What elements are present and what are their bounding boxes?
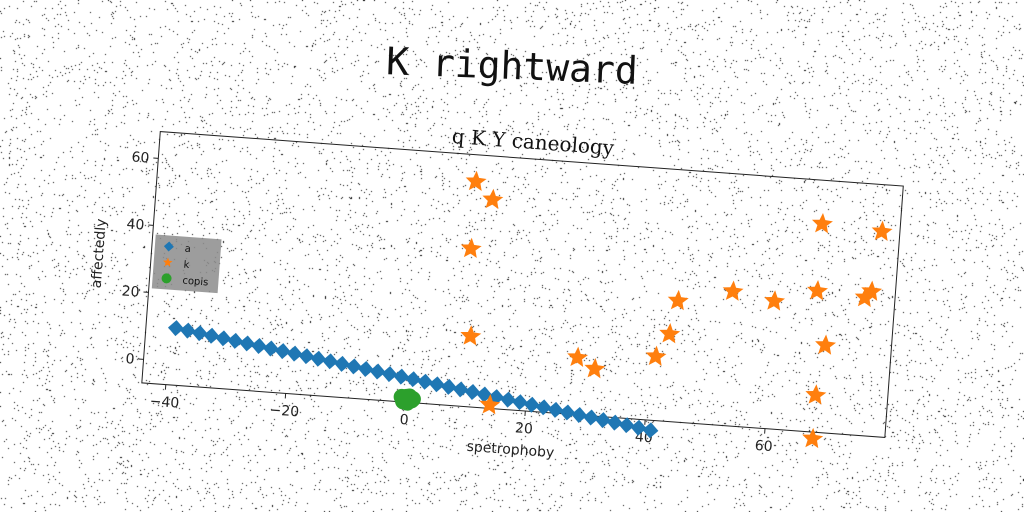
data-point-k — [807, 280, 828, 301]
data-point-a — [191, 325, 208, 342]
data-point-a — [606, 414, 623, 431]
data-point-k — [460, 237, 482, 259]
x-axis-title: spetrophoby — [466, 439, 555, 461]
data-point-a — [547, 401, 564, 418]
data-point-a — [298, 348, 315, 365]
data-point-a — [630, 419, 647, 436]
data-point-a — [405, 371, 422, 388]
data-point-k — [567, 346, 589, 367]
data-point-a — [428, 376, 445, 393]
data-point-k — [805, 384, 827, 405]
data-point-k — [815, 334, 837, 355]
data-point-a — [511, 394, 528, 411]
data-point-a — [310, 350, 327, 367]
data-point-a — [251, 338, 267, 354]
x-tick-label: 60 — [754, 438, 773, 455]
data-point-a — [203, 327, 220, 344]
data-point-a — [500, 391, 517, 408]
data-point-a — [393, 368, 410, 385]
data-point-a — [286, 345, 303, 362]
series-a — [167, 320, 659, 439]
y-tick-label: 60 — [131, 149, 150, 166]
data-point-k — [764, 290, 786, 311]
x-tick-label: 20 — [515, 420, 534, 437]
data-point-k — [811, 212, 833, 234]
y-tick-label: 0 — [125, 351, 135, 368]
data-point-a — [594, 412, 611, 429]
data-point-a — [571, 407, 588, 423]
y-axis: 0 20 40 60 — [121, 149, 159, 368]
series-copis — [393, 388, 421, 411]
data-point-k — [667, 289, 689, 311]
x-tick-label: 0 — [399, 412, 409, 429]
data-point-k — [645, 345, 667, 366]
data-point-a — [227, 332, 244, 349]
data-point-a — [239, 335, 256, 352]
data-point-a — [535, 399, 552, 416]
legend-marker-a — [163, 241, 174, 252]
y-tick-label: 40 — [126, 216, 145, 233]
data-point-k — [802, 427, 824, 449]
data-point-a — [559, 404, 576, 421]
data-point-copis — [398, 388, 415, 405]
legend-label-k: k — [183, 260, 190, 271]
data-point-k — [861, 280, 883, 301]
data-point-a — [452, 381, 469, 398]
data-point-a — [334, 355, 351, 372]
data-point-a — [618, 417, 635, 434]
data-point-a — [523, 396, 540, 413]
data-point-a — [440, 378, 457, 395]
data-point-k — [584, 358, 606, 379]
data-point-k — [659, 323, 681, 344]
data-point-k — [722, 280, 744, 301]
scatter-marks — [167, 170, 893, 449]
data-point-a — [583, 409, 600, 426]
x-tick-label: −40 — [149, 394, 180, 412]
data-point-a — [381, 366, 398, 383]
data-point-a — [464, 384, 481, 400]
data-point-k — [479, 394, 501, 415]
data-point-k — [465, 170, 487, 192]
data-point-a — [642, 422, 659, 439]
data-point-a — [262, 340, 279, 357]
legend-label-a: a — [184, 244, 191, 255]
plot-area-frame — [141, 131, 904, 438]
x-tick-label: −20 — [269, 402, 300, 420]
series-k — [460, 170, 893, 449]
data-point-k — [460, 325, 482, 346]
data-point-a — [345, 358, 362, 375]
data-point-a — [322, 353, 339, 370]
legend: ak copis — [151, 234, 222, 294]
data-point-k — [854, 286, 876, 308]
data-point-a — [369, 363, 386, 380]
y-tick-label: 20 — [121, 283, 140, 300]
y-axis-title: affectedly — [89, 218, 110, 289]
legend-label-copis: copis — [182, 276, 209, 289]
data-point-a — [167, 320, 184, 337]
data-point-a — [417, 373, 434, 390]
legend-marker-copis — [161, 273, 172, 284]
data-point-a — [215, 330, 232, 347]
legend-marker-k — [163, 257, 173, 267]
data-point-a — [179, 322, 196, 339]
data-point-a — [357, 361, 374, 377]
data-point-k — [482, 188, 504, 210]
data-point-a — [274, 343, 291, 360]
data-point-k — [871, 220, 893, 241]
